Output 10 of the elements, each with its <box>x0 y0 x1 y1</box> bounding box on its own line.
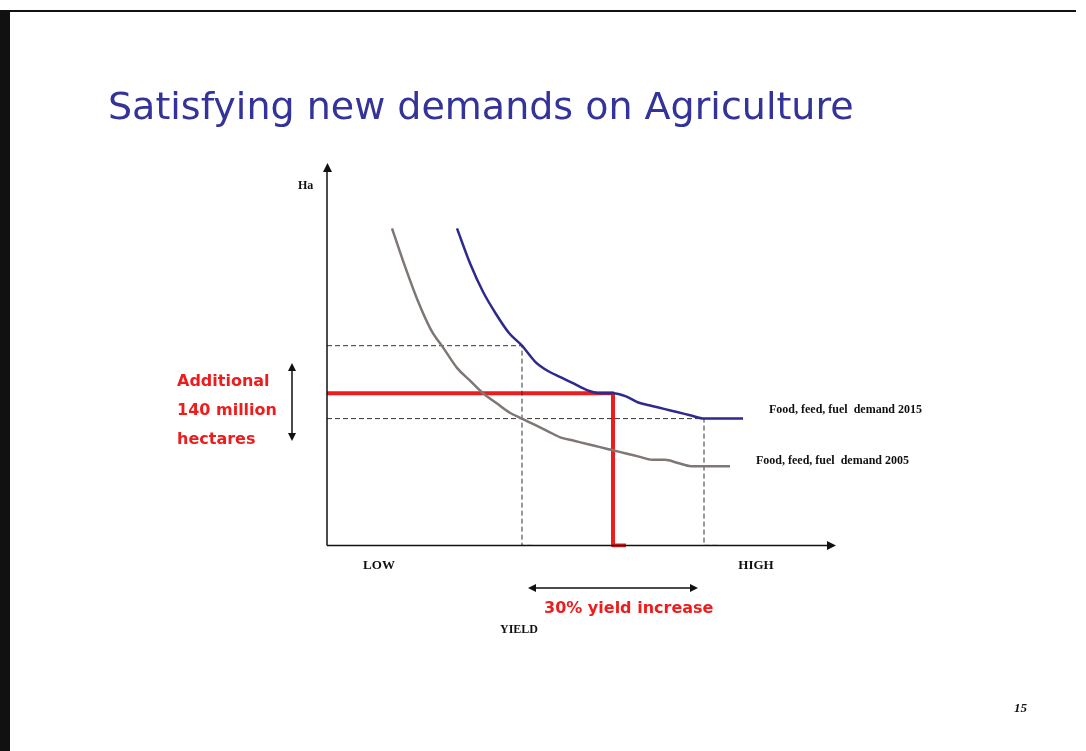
x-axis-title: YIELD <box>500 622 539 637</box>
chart-title: Satisfying new demands on Agriculture <box>108 84 854 128</box>
text: 30% yield increase <box>544 598 714 617</box>
text: Food, feed, fuel demand 2005 <box>756 453 909 468</box>
x-tick-label: HIGH <box>738 556 774 572</box>
text: Food, feed, fuel demand 2015 <box>769 401 922 416</box>
text: Additional 140 million hectares <box>177 370 278 450</box>
x-tick-label: LOW <box>363 556 395 572</box>
y-axis-title: Ha <box>298 178 314 193</box>
text: 15 <box>1014 700 1027 716</box>
